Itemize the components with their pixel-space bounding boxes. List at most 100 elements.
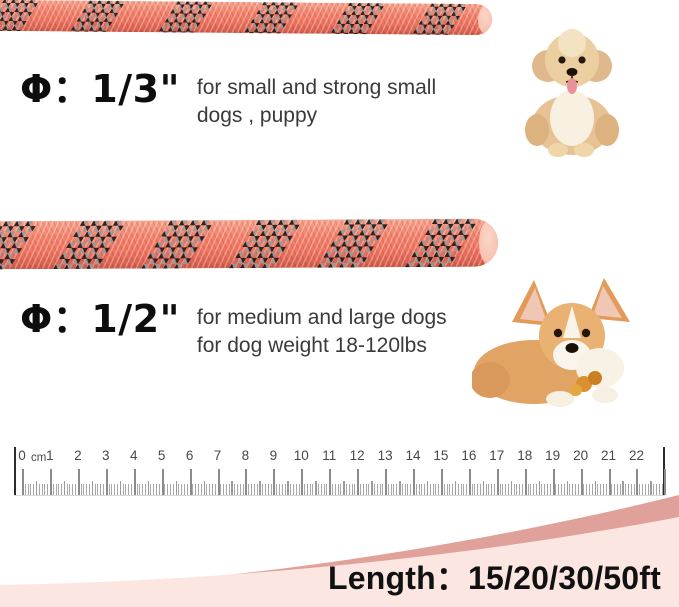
reflective-stripe [401, 218, 483, 270]
ruler-tick [164, 484, 166, 495]
ruler-tick [577, 484, 579, 495]
ruler-tick [223, 484, 225, 495]
ruler-tick [30, 484, 32, 495]
size-description-small: for small and strong small dogs , puppy [197, 68, 436, 130]
ruler-tick [552, 469, 555, 495]
ruler-number: 2 [74, 448, 82, 463]
ruler-tick [320, 484, 322, 495]
ruler-tick [354, 484, 356, 495]
ruler-tick [597, 484, 599, 495]
reflective-stripe [66, 0, 130, 36]
ruler-tick [393, 484, 395, 495]
ruler-tick [664, 469, 667, 495]
ruler-tick [600, 484, 602, 495]
ruler-tick [119, 481, 122, 495]
ruler-tick [630, 484, 632, 495]
ruler-tick [276, 484, 278, 495]
ruler-tick [586, 484, 588, 495]
ruler-tick [452, 484, 454, 495]
length-label: Length：15/20/30/50ft [328, 560, 661, 596]
ruler-number: 7 [213, 448, 222, 463]
ruler-tick [33, 484, 35, 495]
ruler-tick [505, 484, 507, 495]
ruler-tick [591, 484, 593, 495]
ruler-tick [544, 484, 546, 495]
reflective-stripe [326, 0, 390, 36]
ruler-tick [625, 484, 627, 495]
ruler-tick [424, 484, 426, 495]
ruler-tick [27, 484, 29, 495]
ruler-tick [547, 484, 549, 495]
ruler-tick [362, 484, 364, 495]
ruler-tick [376, 484, 378, 495]
ruler-number: 3 [102, 448, 110, 463]
ruler-tick [292, 484, 294, 495]
ruler-tick [290, 484, 292, 495]
size-option-small: Φ：1/3" for small and strong small dogs ,… [20, 67, 436, 130]
ruler-tick [66, 484, 68, 495]
ruler-tick [340, 484, 342, 495]
ruler-tick [491, 484, 493, 495]
rope-cut-end [477, 5, 493, 35]
ruler-tick [365, 484, 367, 495]
ruler-tick [301, 469, 304, 495]
ruler-tick [22, 469, 24, 495]
ruler-tick [608, 469, 611, 495]
ruler-tick [75, 484, 77, 495]
ruler-tick [494, 484, 496, 495]
ruler-tick [332, 484, 334, 495]
ruler-tick [122, 484, 124, 495]
ruler-tick [541, 484, 543, 495]
ruler-tick [510, 481, 513, 495]
ruler-tick [69, 484, 71, 495]
ruler-tick [399, 481, 401, 495]
ruler-tick [239, 484, 241, 495]
ruler-tick [178, 484, 180, 495]
ruler-tick [304, 484, 306, 495]
ruler-tick [485, 484, 487, 495]
ruler-tick [460, 484, 462, 495]
ruler-left-edge [14, 447, 16, 495]
ruler-tick [602, 484, 604, 495]
ruler-tick [471, 484, 473, 495]
ruler-tick [312, 484, 314, 495]
ruler-number: 4 [129, 448, 138, 463]
ruler-tick [650, 481, 652, 495]
ruler-tick [130, 484, 132, 495]
ruler-tick [38, 484, 40, 495]
ruler-tick [538, 481, 541, 495]
ruler-tick [24, 484, 26, 495]
ruler-tick [245, 469, 248, 495]
ruler-tick [569, 484, 571, 495]
ruler-number: 21 [601, 448, 617, 463]
ruler-tick [482, 481, 485, 495]
ruler-tick [644, 484, 646, 495]
ruler-tick [611, 484, 613, 495]
ruler-tick [488, 484, 490, 495]
ruler-number: 9 [269, 448, 278, 463]
diameter-label-large: Φ：1/2" [20, 297, 180, 341]
ruler-tick [468, 469, 471, 495]
description-line: for small and strong small [196, 76, 437, 99]
size-description-large: for medium and large dogs for dog weight… [197, 298, 447, 360]
ruler-tick [348, 484, 350, 495]
ruler-tick [382, 484, 384, 495]
ruler-tick [661, 484, 663, 495]
ruler-tick [385, 469, 388, 495]
ruler-tick [167, 484, 169, 495]
ruler-tick [278, 484, 280, 495]
ruler-tick [161, 469, 164, 495]
ruler-tick [111, 484, 113, 495]
ruler-number: 17 [489, 448, 505, 463]
reflective-stripe [225, 218, 307, 270]
ruler-tick [89, 484, 91, 495]
ruler-tick [147, 481, 150, 495]
ruler-tick [270, 484, 272, 495]
ruler-tick [555, 484, 557, 495]
ruler-tick [142, 484, 144, 495]
ruler-tick [242, 484, 244, 495]
ruler-tick [306, 484, 308, 495]
ruler-tick [156, 484, 158, 495]
rope-cut-end [478, 219, 499, 266]
